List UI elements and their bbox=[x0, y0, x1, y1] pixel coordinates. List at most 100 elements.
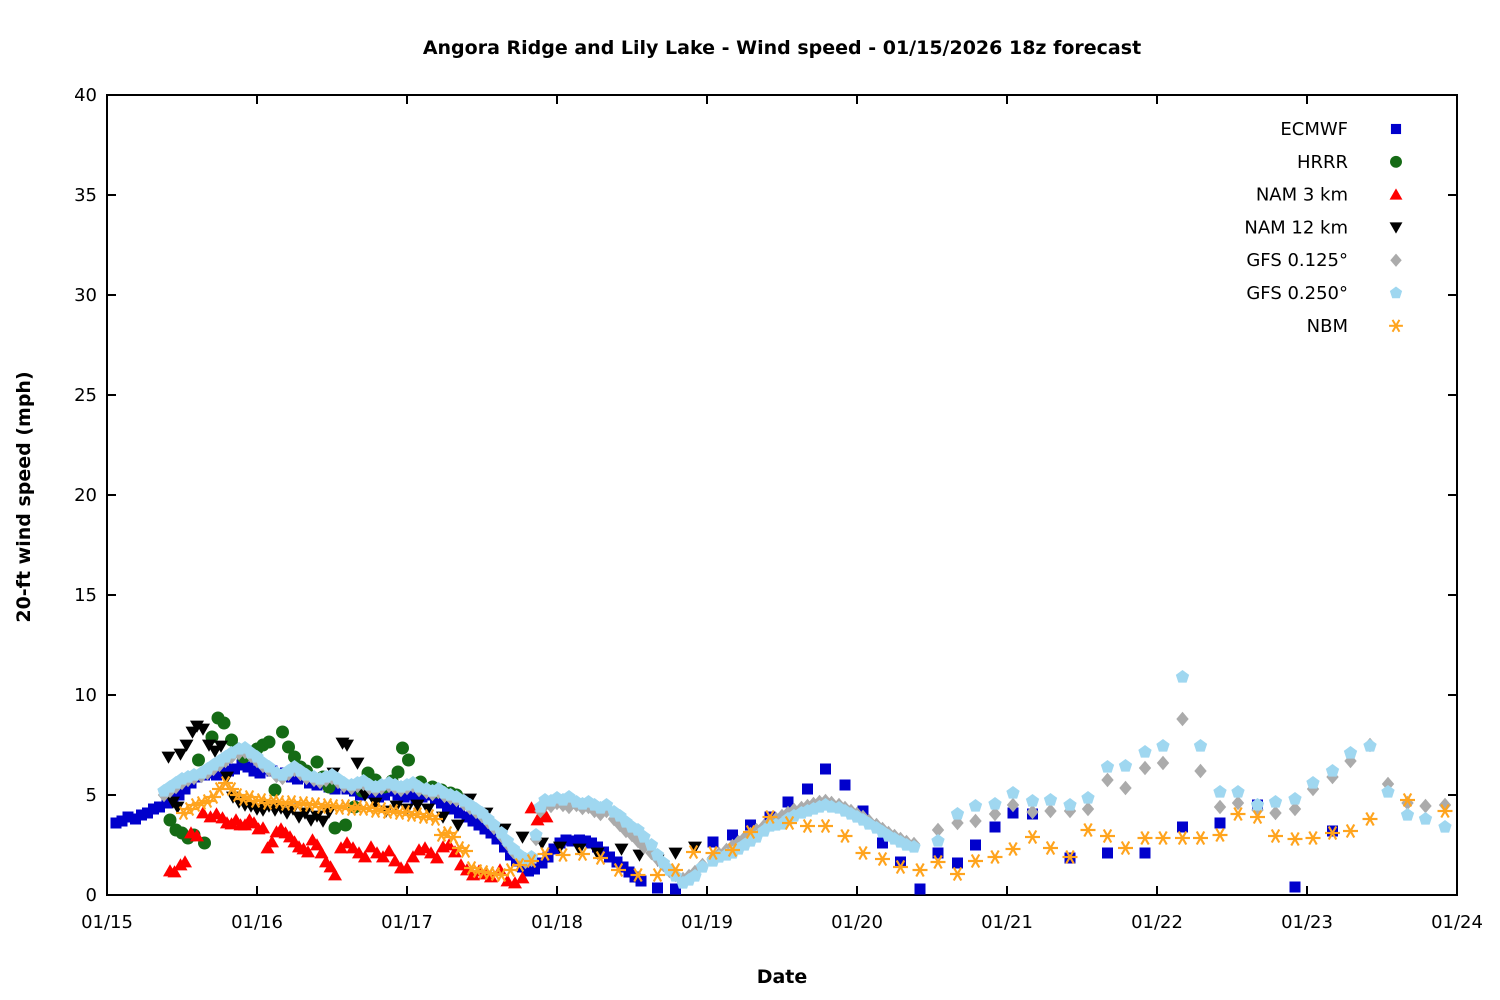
data-point bbox=[1343, 823, 1358, 839]
data-point bbox=[855, 845, 871, 861]
data-point bbox=[1288, 792, 1302, 805]
data-point bbox=[406, 850, 420, 863]
data-point bbox=[418, 841, 432, 854]
data-point bbox=[745, 819, 756, 831]
x-tick-label: 01/19 bbox=[681, 912, 733, 933]
data-point bbox=[604, 851, 615, 863]
data-point bbox=[670, 883, 681, 895]
data-point bbox=[314, 846, 329, 859]
data-point bbox=[466, 868, 480, 881]
data-point bbox=[839, 779, 851, 791]
data-point bbox=[163, 813, 177, 827]
data-point bbox=[668, 862, 683, 878]
data-point bbox=[1381, 785, 1395, 798]
data-point bbox=[707, 836, 719, 848]
data-point bbox=[611, 862, 626, 878]
data-point bbox=[592, 841, 603, 853]
data-point bbox=[340, 836, 354, 849]
data-point bbox=[430, 793, 441, 805]
data-point bbox=[373, 791, 384, 803]
data-point bbox=[524, 850, 539, 863]
data-point bbox=[537, 846, 553, 862]
y-tick-label: 35 bbox=[74, 185, 97, 206]
data-point bbox=[454, 807, 465, 819]
legend-label: NAM 12 km bbox=[1244, 217, 1348, 238]
data-point bbox=[282, 740, 295, 754]
data-point bbox=[1231, 795, 1245, 811]
data-point bbox=[1155, 830, 1171, 846]
data-point bbox=[1100, 760, 1115, 773]
data-point bbox=[931, 834, 945, 847]
x-tick-label: 01/21 bbox=[981, 912, 1033, 933]
data-point bbox=[179, 783, 191, 795]
data-point bbox=[256, 821, 270, 834]
data-point bbox=[952, 857, 963, 869]
data-point bbox=[930, 854, 946, 870]
data-point bbox=[479, 823, 491, 835]
data-point bbox=[893, 859, 908, 875]
data-point bbox=[536, 857, 548, 869]
data-point bbox=[178, 855, 192, 868]
data-point bbox=[668, 847, 683, 860]
legend: ECMWF HRRR NAM 3 km NAM 12 km GFS 0.125° GFS … bbox=[1244, 119, 1403, 337]
data-point bbox=[208, 745, 222, 758]
legend-marker-triangle-up-icon bbox=[1389, 188, 1403, 200]
legend-marker-diamond-icon bbox=[1390, 253, 1402, 267]
data-point bbox=[1231, 785, 1245, 798]
data-point bbox=[410, 793, 422, 805]
data-point bbox=[310, 755, 324, 769]
data-point bbox=[1081, 801, 1095, 817]
data-point bbox=[650, 848, 665, 861]
data-point bbox=[727, 829, 738, 841]
y-tick-label: 25 bbox=[74, 385, 97, 406]
data-point bbox=[1400, 808, 1415, 821]
data-point bbox=[416, 791, 428, 803]
data-point bbox=[485, 827, 497, 839]
data-point bbox=[1214, 817, 1226, 829]
data-point bbox=[629, 871, 641, 883]
data-point bbox=[388, 854, 402, 867]
data-point bbox=[170, 801, 185, 814]
data-point bbox=[1005, 841, 1021, 857]
data-point bbox=[350, 757, 365, 770]
data-point bbox=[392, 789, 404, 801]
data-point bbox=[586, 837, 597, 849]
data-point bbox=[1118, 840, 1133, 856]
data-point bbox=[1438, 820, 1452, 833]
data-point bbox=[989, 821, 1001, 833]
data-point bbox=[743, 824, 758, 840]
data-point bbox=[398, 791, 410, 803]
data-point bbox=[446, 829, 461, 845]
data-point bbox=[1026, 804, 1039, 820]
data-point bbox=[1250, 809, 1265, 825]
data-point bbox=[304, 777, 315, 789]
data-point bbox=[950, 866, 965, 882]
data-point bbox=[211, 769, 222, 781]
data-point bbox=[500, 834, 515, 847]
data-point bbox=[1119, 780, 1132, 796]
data-point bbox=[762, 809, 778, 825]
data-point bbox=[818, 818, 833, 834]
data-point bbox=[1438, 797, 1452, 813]
data-point bbox=[1305, 830, 1321, 846]
data-point bbox=[340, 739, 354, 752]
y-tick-label: 30 bbox=[74, 285, 97, 306]
data-point bbox=[428, 811, 443, 827]
data-point bbox=[1175, 670, 1190, 683]
data-point bbox=[782, 815, 797, 831]
data-point bbox=[292, 773, 303, 785]
data-point bbox=[346, 841, 360, 854]
data-point bbox=[458, 843, 473, 859]
x-tick-label: 01/24 bbox=[1431, 912, 1483, 933]
data-point bbox=[1437, 803, 1453, 819]
data-point bbox=[1156, 755, 1170, 771]
data-point bbox=[1156, 739, 1170, 752]
data-point bbox=[1194, 763, 1207, 779]
data-point bbox=[1287, 831, 1303, 847]
legend-label: GFS 0.250° bbox=[1246, 283, 1348, 304]
data-point bbox=[614, 843, 629, 856]
data-point bbox=[517, 861, 528, 873]
data-point bbox=[593, 850, 608, 866]
data-point bbox=[130, 813, 141, 825]
